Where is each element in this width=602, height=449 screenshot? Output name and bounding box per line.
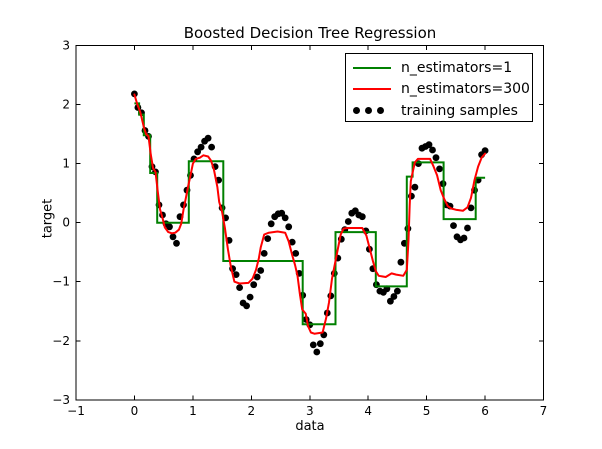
training-sample-point	[464, 224, 471, 232]
training-sample-point	[232, 271, 240, 278]
training-sample-point	[264, 235, 272, 243]
x-tick-label: −1	[67, 404, 85, 418]
y-tick-label: −1	[52, 275, 70, 289]
training-sample-point	[278, 209, 286, 217]
training-sample-point	[292, 250, 300, 257]
y-tick-label: −3	[52, 393, 70, 407]
x-tick-label: 0	[131, 404, 139, 418]
red-line-icon	[353, 88, 391, 91]
training-sample-point	[257, 267, 265, 274]
training-sample-point	[243, 302, 251, 310]
training-sample-point	[246, 293, 254, 301]
training-sample-point	[425, 141, 433, 149]
training-sample-point	[432, 154, 440, 162]
training-sample-point	[460, 234, 468, 242]
training-sample-point	[387, 297, 394, 305]
series-n-estimators-1-line	[134, 102, 486, 326]
x-tick-label: 7	[540, 404, 548, 418]
y-axis-label: target	[40, 198, 56, 239]
training-sample-point	[197, 143, 205, 151]
x-tick-label: 5	[423, 404, 431, 418]
legend-label: n_estimators=1	[401, 59, 513, 76]
legend: n_estimators=1 n_estimators=300 training…	[345, 53, 533, 122]
y-tick-label: 3	[62, 39, 70, 53]
legend-sample-dots	[353, 107, 393, 115]
training-sample-point	[285, 223, 293, 231]
scatter-dot-icon	[353, 107, 360, 115]
training-sample-point	[173, 239, 180, 247]
legend-label: training samples	[401, 102, 518, 119]
green-line-icon	[353, 66, 391, 69]
y-tick-label: 2	[62, 98, 70, 112]
training-sample-point	[288, 238, 296, 246]
training-sample-point	[194, 148, 202, 156]
training-sample-point	[281, 214, 289, 222]
x-tick-label: 4	[364, 404, 372, 418]
training-sample-point	[450, 222, 457, 230]
training-sample-point	[390, 293, 398, 300]
training-sample-point	[436, 165, 443, 173]
legend-sample-red	[353, 88, 393, 91]
training-sample-point	[411, 183, 419, 191]
series-n-estimators-300-line	[133, 93, 487, 335]
training-sample-point	[358, 213, 366, 221]
training-sample-point	[344, 218, 352, 225]
training-sample-point	[267, 220, 275, 228]
training-sample-point	[166, 223, 173, 231]
scatter-dot-icon	[377, 107, 384, 115]
training-sample-point	[394, 287, 401, 295]
scatter-dot-icon	[365, 107, 372, 115]
training-sample-point	[316, 340, 324, 348]
chart-title: Boosted Decision Tree Regression	[183, 24, 437, 42]
training-sample-point	[169, 233, 177, 241]
training-sample-point	[208, 143, 216, 151]
legend-entry-n-estimators-1: n_estimators=1	[353, 57, 532, 79]
x-tick-label: 6	[481, 404, 489, 418]
training-sample-point	[313, 348, 321, 356]
y-tick-label: −2	[52, 334, 70, 348]
legend-entry-n-estimators-300: n_estimators=300	[353, 79, 532, 101]
x-axis-label: data	[295, 419, 325, 434]
training-sample-point	[467, 204, 475, 212]
y-tick-label: 1	[62, 157, 70, 171]
training-sample-point	[253, 273, 261, 281]
training-sample-point	[397, 258, 405, 266]
x-tick-label: 3	[306, 404, 314, 418]
training-sample-point	[481, 147, 489, 155]
legend-entry-training-samples: training samples	[353, 100, 532, 122]
training-sample-point	[236, 284, 244, 291]
x-tick-label: 2	[247, 404, 255, 418]
training-sample-point	[429, 146, 436, 154]
training-sample-point	[250, 281, 258, 289]
legend-sample-green	[353, 66, 393, 69]
x-tick-label: 1	[189, 404, 197, 418]
training-sample-point	[309, 341, 317, 349]
training-sample-point	[204, 134, 212, 142]
training-sample-point	[260, 250, 268, 257]
legend-label: n_estimators=300	[401, 81, 530, 98]
y-tick-label: 0	[62, 216, 70, 230]
